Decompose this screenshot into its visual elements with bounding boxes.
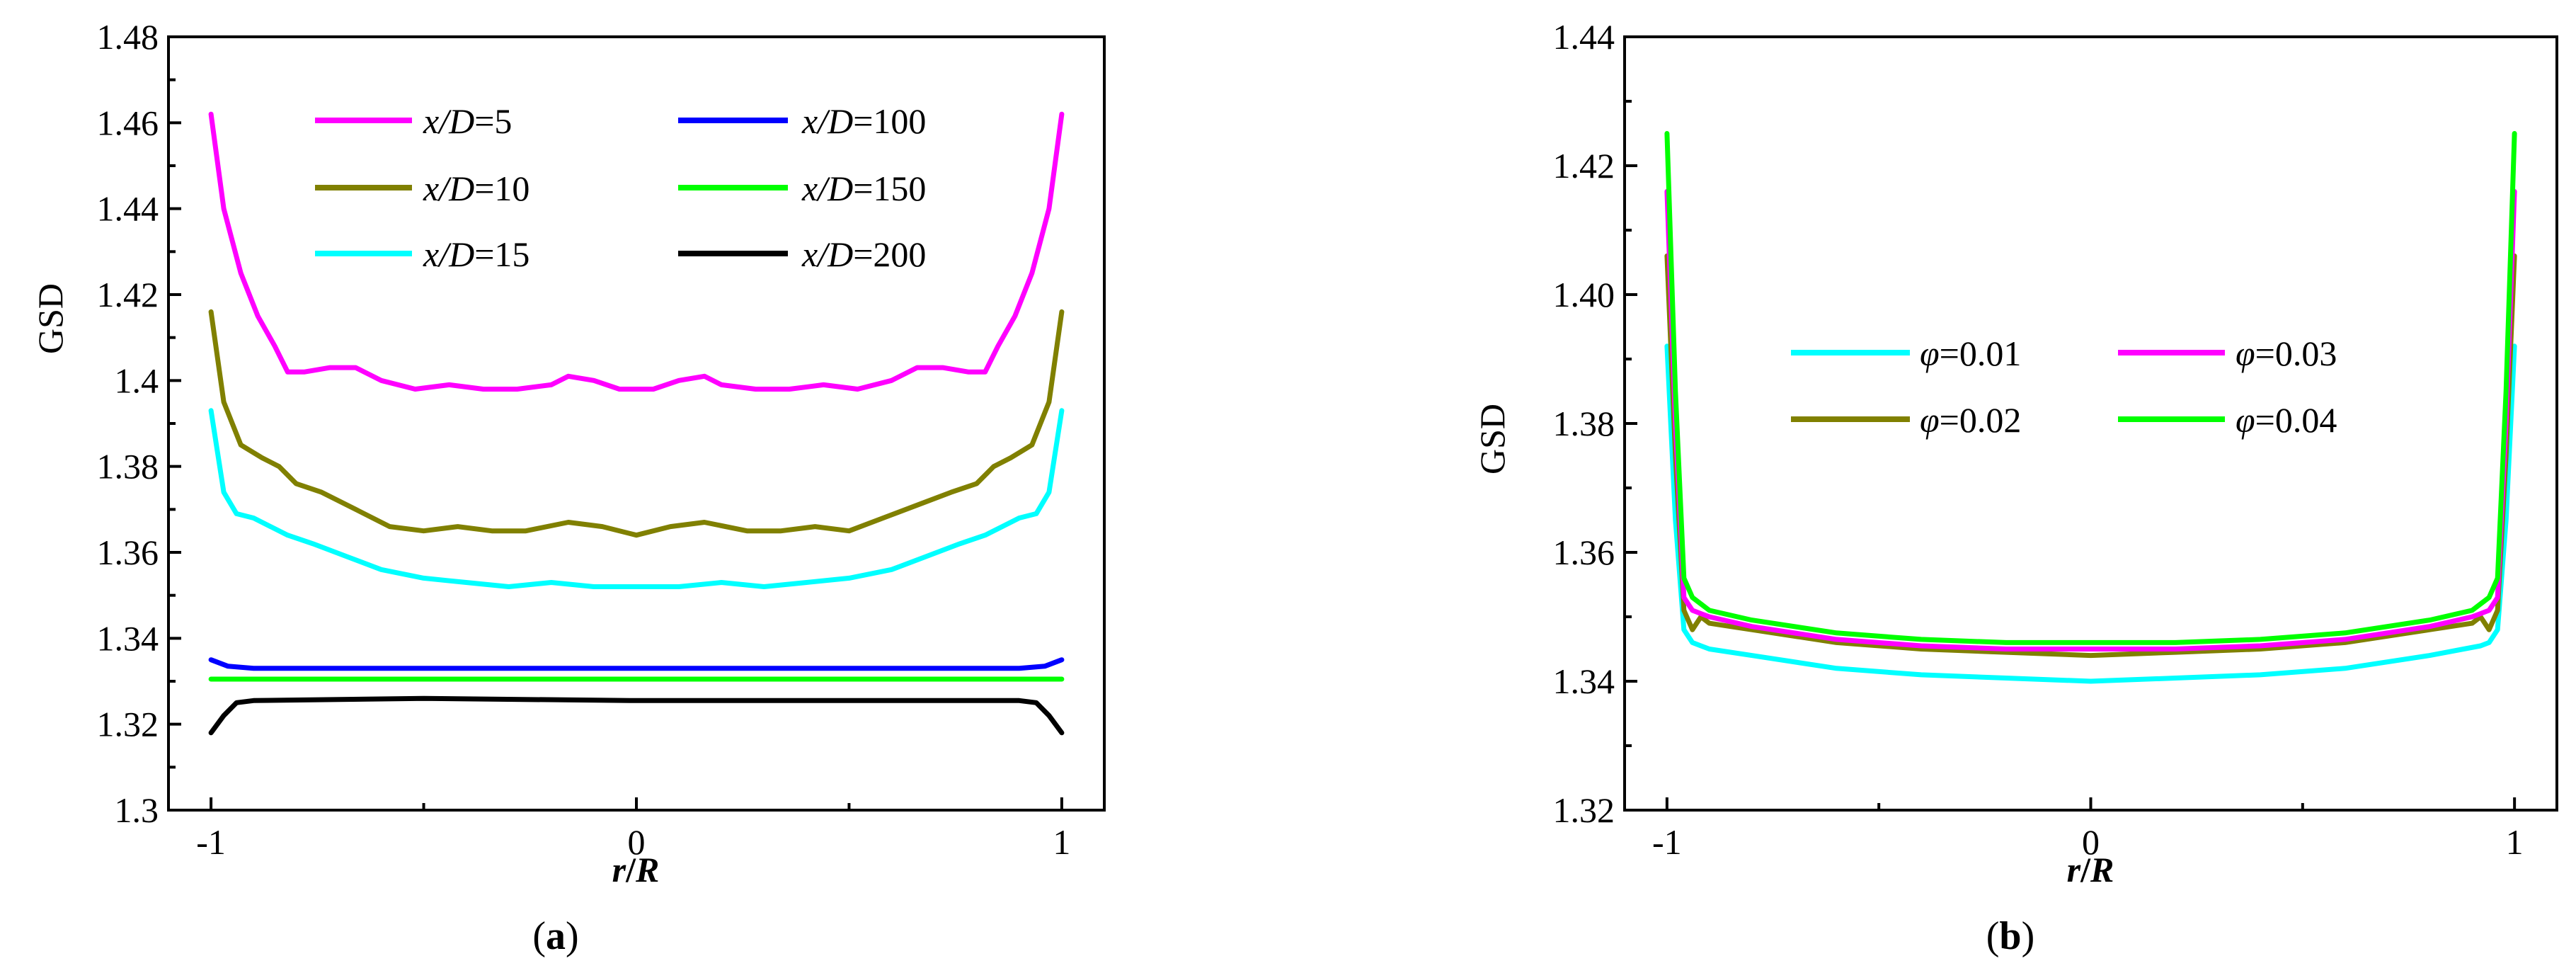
y-tick-label: 1.3 <box>115 790 159 830</box>
legend-label: x/D=15 <box>423 234 529 274</box>
x-tick-labels-a: -1 0 1 <box>196 822 1070 862</box>
legend-a: x/D=5 x/D=10 x/D=15 x/D=100 x/D=150 x/D=… <box>315 101 926 274</box>
legend-label: x/D=100 <box>801 101 926 141</box>
y-axis-label-a: GSD <box>30 283 70 354</box>
y-tick-label: 1.44 <box>1553 17 1615 57</box>
series-line <box>1664 343 2517 684</box>
legend-entry: x/D=10 <box>315 169 529 208</box>
x-axis-label-a: r/R <box>612 850 660 889</box>
legend-label: φ=0.01 <box>1920 334 2021 373</box>
y-tick-labels-a: 1.3 1.32 1.34 1.36 1.38 1.4 1.42 1.44 1.46 1.48 <box>97 17 159 830</box>
tick-marks-b <box>1625 35 2517 812</box>
x-tick-label: 0 <box>628 822 646 862</box>
legend-entry: φ=0.02 <box>1791 400 2021 440</box>
legend-b: φ=0.01 φ=0.02 φ=0.03 φ=0.04 <box>1791 334 2337 440</box>
series-line <box>208 309 1065 538</box>
y-tick-label: 1.48 <box>97 17 159 57</box>
legend-entry: x/D=150 <box>678 169 926 208</box>
legend-label: x/D=5 <box>423 101 512 141</box>
x-tick-label: 1 <box>2506 822 2524 862</box>
panel-caption-b: (b) <box>1986 914 2034 958</box>
chart-panel-b: 1.32 1.34 1.36 1.38 1.40 1.42 1.44 -1 0 1 GSD r/… <box>1472 17 2558 958</box>
legend-label: x/D=10 <box>423 169 529 208</box>
y-tick-label: 1.4 <box>115 360 159 400</box>
x-tick-label: 1 <box>1053 822 1070 862</box>
legend-entry: φ=0.04 <box>2118 400 2337 440</box>
y-axis-label-b: GSD <box>1472 404 1512 474</box>
y-tick-label: 1.34 <box>97 618 159 658</box>
y-tick-label: 1.38 <box>1553 404 1615 443</box>
y-tick-label: 1.34 <box>1553 661 1615 701</box>
y-tick-label: 1.44 <box>97 189 159 229</box>
legend-entry: x/D=5 <box>315 101 512 141</box>
legend-entry: x/D=200 <box>678 234 926 274</box>
y-tick-label: 1.32 <box>1553 790 1615 830</box>
y-tick-label: 1.42 <box>1553 146 1615 186</box>
panel-caption-a: (a) <box>532 914 578 958</box>
series-line <box>1664 253 2517 659</box>
y-tick-label: 1.40 <box>1553 275 1615 314</box>
x-tick-labels-b: -1 0 1 <box>1652 822 2524 862</box>
y-tick-label: 1.32 <box>97 705 159 744</box>
series-line <box>208 657 1065 671</box>
x-tick-label: -1 <box>196 822 226 862</box>
series-line <box>208 695 1065 736</box>
x-tick-label: 0 <box>2082 822 2100 862</box>
series-group-a <box>208 111 1065 736</box>
y-tick-labels-b: 1.32 1.34 1.36 1.38 1.40 1.42 1.44 <box>1553 17 1615 830</box>
y-tick-label: 1.38 <box>97 447 159 486</box>
series-line <box>208 408 1065 589</box>
legend-label: φ=0.03 <box>2236 334 2337 373</box>
x-tick-label: -1 <box>1652 822 1682 862</box>
legend-entry: x/D=100 <box>678 101 926 141</box>
legend-entry: x/D=15 <box>315 234 529 274</box>
legend-label: x/D=150 <box>801 169 926 208</box>
legend-entry: φ=0.01 <box>1791 334 2021 373</box>
legend-label: φ=0.04 <box>2236 400 2337 440</box>
y-tick-label: 1.36 <box>97 533 159 572</box>
series-line <box>208 111 1065 392</box>
plot-frame-b <box>1623 35 2558 812</box>
y-tick-label: 1.42 <box>97 275 159 314</box>
legend-label: φ=0.02 <box>1920 400 2021 440</box>
y-tick-label: 1.46 <box>97 103 159 142</box>
y-tick-label: 1.36 <box>1553 533 1615 572</box>
chart-panel-a: 1.3 1.32 1.34 1.36 1.38 1.4 1.42 1.44 1.46 1.48 -… <box>30 17 1106 958</box>
legend-entry: φ=0.03 <box>2118 334 2337 373</box>
tick-marks-a <box>168 35 1063 812</box>
series-line <box>1664 188 2517 651</box>
series-group-b <box>1664 131 2517 684</box>
plot-frame-a <box>167 35 1106 812</box>
x-axis-label-b: r/R <box>2067 850 2114 889</box>
series-line <box>1664 131 2517 645</box>
legend-label: x/D=200 <box>801 234 926 274</box>
